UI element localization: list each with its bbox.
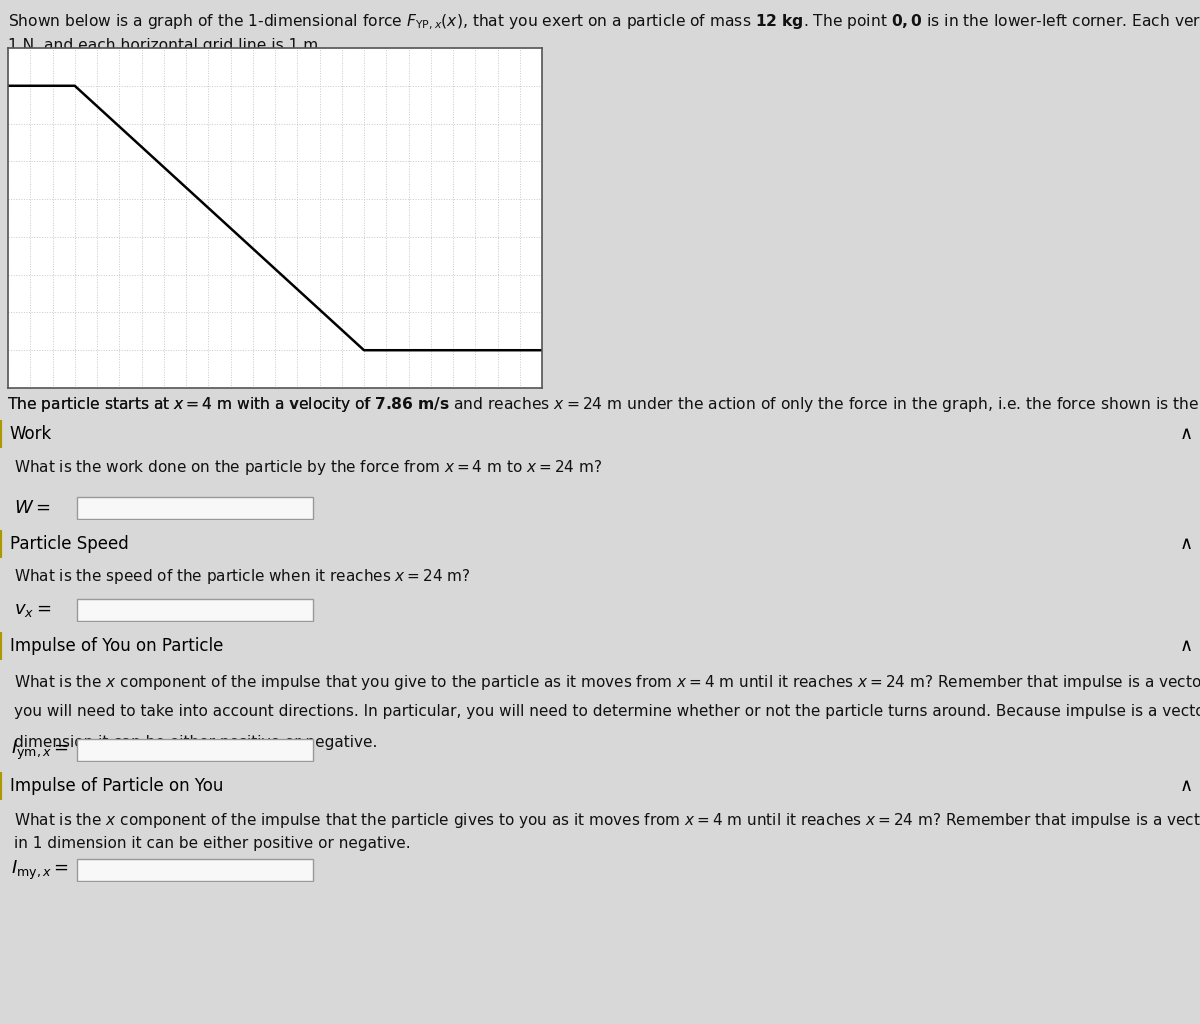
Text: The particle starts at $x = 4$ m with a velocity of: The particle starts at $x = 4$ m with a … xyxy=(7,394,372,414)
Text: What is the $x$ component of the impulse that you give to the particle as it mov: What is the $x$ component of the impulse… xyxy=(14,673,1200,692)
Text: What is the $x$ component of the impulse that the particle gives to you as it mo: What is the $x$ component of the impulse… xyxy=(14,811,1200,829)
Text: What is the speed of the particle when it reaches $x = 24$ m?: What is the speed of the particle when i… xyxy=(14,566,472,586)
Text: in 1 dimension it can be either positive or negative.: in 1 dimension it can be either positive… xyxy=(14,836,412,851)
Text: Impulse of You on Particle: Impulse of You on Particle xyxy=(10,637,223,655)
FancyBboxPatch shape xyxy=(78,599,312,621)
Text: $W =$: $W =$ xyxy=(14,499,50,517)
Text: Work: Work xyxy=(10,425,52,443)
Text: $v_x =$: $v_x =$ xyxy=(14,601,52,618)
Text: 1 N, and each horizontal grid line is 1 m.: 1 N, and each horizontal grid line is 1 … xyxy=(8,38,324,52)
Text: dimension it can be either positive or negative.: dimension it can be either positive or n… xyxy=(14,735,378,750)
Text: The particle starts at $x = 4\ \mathrm{m}$ with a velocity of $\mathbf{7.86\ m/s: The particle starts at $x = 4\ \mathrm{m… xyxy=(7,394,1200,414)
Text: $I_{\mathrm{my},x} =$: $I_{\mathrm{my},x} =$ xyxy=(11,858,70,882)
Text: Particle Speed: Particle Speed xyxy=(10,535,128,553)
Text: ∧: ∧ xyxy=(1180,425,1193,443)
FancyBboxPatch shape xyxy=(78,739,312,761)
Text: ∧: ∧ xyxy=(1180,777,1193,795)
Text: What is the work done on the particle by the force from $x = 4$ m to $x = 24$ m?: What is the work done on the particle by… xyxy=(14,458,602,476)
Text: ∧: ∧ xyxy=(1180,637,1193,655)
FancyBboxPatch shape xyxy=(78,859,312,881)
Text: Shown below is a graph of the 1-dimensional force $F_{\mathrm{YP},x}(x)$, that y: Shown below is a graph of the 1-dimensio… xyxy=(8,13,1200,32)
Text: $I_{\mathrm{ym},x} =$: $I_{\mathrm{ym},x} =$ xyxy=(11,738,70,762)
Text: Impulse of Particle on You: Impulse of Particle on You xyxy=(10,777,223,795)
FancyBboxPatch shape xyxy=(78,498,312,519)
Text: ∧: ∧ xyxy=(1180,535,1193,553)
Text: you will need to take into account directions. In particular, you will need to d: you will need to take into account direc… xyxy=(14,705,1200,719)
